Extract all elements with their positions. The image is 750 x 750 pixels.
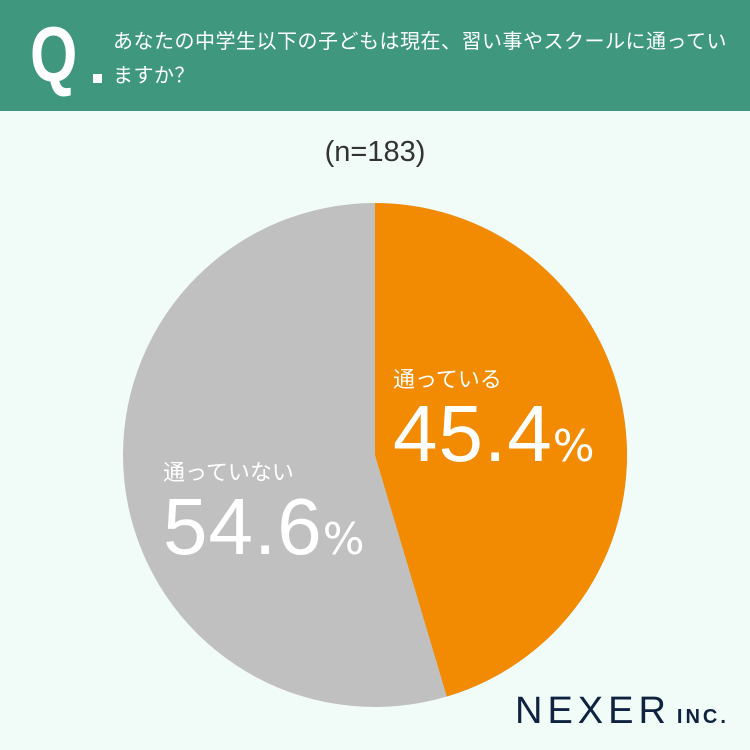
q-dot [93, 74, 102, 83]
logo-main: NEXER [515, 690, 671, 732]
label-attending-name: 通っている [393, 368, 502, 393]
nexer-logo: NEXER INC. [515, 690, 729, 733]
label-attending-pct: % [552, 421, 595, 472]
label-attending-value: 45.4 [393, 389, 553, 478]
label-not-attending-pct: % [322, 514, 365, 565]
slice-attending [375, 203, 627, 697]
q-mark: Q [30, 10, 78, 98]
question-text: あなたの中学生以下の子どもは現在、習い事やスクールに通っていますか？ [113, 29, 727, 87]
label-not-attending-name: 通っていない [163, 461, 294, 486]
label-not-attending-value: 54.6 [163, 482, 323, 571]
label-attending: 通っている 45.4% [393, 362, 595, 474]
question-header: Q あなたの中学生以下の子どもは現在、習い事やスクールに通っていますか？ [0, 0, 750, 111]
sample-size: (n=183) [324, 136, 426, 168]
label-not-attending: 通っていない 54.6% [163, 455, 365, 567]
logo-inc: INC. [676, 706, 729, 728]
